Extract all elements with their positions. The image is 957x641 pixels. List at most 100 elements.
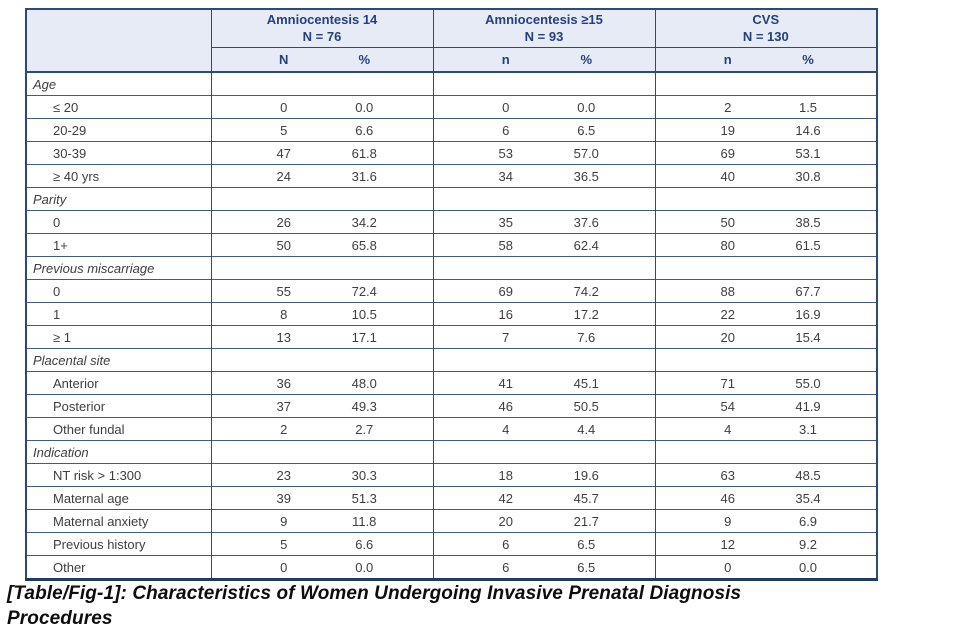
row-label: Anterior (26, 371, 211, 395)
count-cell (432, 187, 545, 211)
count-cell: 5 (210, 532, 322, 556)
table-row: 0 55 72.4 69 74.2 88 67.7 (26, 279, 878, 303)
count-cell: 36 (210, 371, 322, 395)
section-label: Placental site (26, 348, 211, 372)
characteristics-table-figure: Amniocentesis 14 N = 76 Amniocentesis ≥1… (25, 8, 879, 581)
count-cell: 69 (654, 141, 767, 165)
count-cell (210, 440, 322, 464)
column-group-label: Amniocentesis 14 (266, 11, 378, 27)
count-cell: 5 (210, 118, 322, 142)
count-cell: 4 (654, 417, 767, 441)
count-cell: 39 (210, 486, 322, 510)
table-row: 30-39 47 61.8 53 57.0 69 53.1 (26, 141, 878, 165)
percent-cell (322, 187, 434, 211)
count-cell (654, 256, 767, 280)
row-label: Other fundal (26, 417, 211, 441)
count-cell: 20 (432, 509, 545, 533)
count-cell: 41 (432, 371, 545, 395)
percent-cell (322, 71, 434, 96)
count-cell: 46 (432, 394, 545, 418)
percent-cell (322, 256, 434, 280)
count-cell (432, 348, 545, 372)
percent-cell: 72.4 (322, 279, 434, 303)
count-cell: 69 (432, 279, 545, 303)
percent-cell (544, 440, 656, 464)
count-cell: 35 (432, 210, 545, 234)
section-row: Parity (26, 187, 878, 211)
row-label: ≤ 20 (26, 95, 211, 119)
percent-cell: 31.6 (322, 164, 434, 188)
column-group-label: CVS (752, 11, 780, 27)
subheader-percent-amnio15plus: % (544, 47, 656, 72)
row-label: Posterior (26, 394, 211, 418)
percent-cell (544, 71, 656, 96)
percent-cell: 6.6 (322, 118, 434, 142)
row-label: 1+ (26, 233, 211, 257)
subheader-percent-cvs: % (766, 47, 878, 72)
table-row: Maternal anxiety 9 11.8 20 21.7 9 6.9 (26, 509, 878, 533)
row-label: Other (26, 555, 211, 580)
percent-cell (544, 348, 656, 372)
count-cell: 13 (210, 325, 322, 349)
count-cell: 0 (210, 555, 322, 580)
percent-cell: 74.2 (544, 279, 656, 303)
column-group-label: Amniocentesis ≥15 (485, 11, 603, 27)
count-cell: 0 (654, 555, 767, 580)
count-cell: 6 (432, 555, 545, 580)
count-cell: 6 (432, 532, 545, 556)
subheader-count-amnio15plus: n (432, 47, 545, 72)
count-cell: 26 (210, 210, 322, 234)
count-cell: 42 (432, 486, 545, 510)
count-cell: 63 (654, 463, 767, 487)
header-group-row: Amniocentesis 14 N = 76 Amniocentesis ≥1… (26, 9, 878, 72)
percent-cell: 14.6 (766, 118, 878, 142)
count-cell (654, 187, 767, 211)
table-row: ≤ 20 0 0.0 0 0.0 2 1.5 (26, 95, 878, 119)
percent-cell: 35.4 (766, 486, 878, 510)
count-cell: 6 (432, 118, 545, 142)
percent-cell: 0.0 (544, 95, 656, 119)
percent-cell: 37.6 (544, 210, 656, 234)
column-group-n: N = 130 (742, 28, 789, 44)
percent-cell (766, 256, 878, 280)
count-cell (210, 256, 322, 280)
percent-cell: 55.0 (766, 371, 878, 395)
percent-cell (322, 440, 434, 464)
table-row: NT risk > 1:300 23 30.3 18 19.6 63 48.5 (26, 463, 878, 487)
count-cell: 2 (210, 417, 322, 441)
figure-caption-line-1: [Table/Fig-1]: Characteristics of Women … (7, 583, 742, 604)
table-row: ≥ 40 yrs 24 31.6 34 36.5 40 30.8 (26, 164, 878, 188)
count-cell: 23 (210, 463, 322, 487)
column-group-n: N = 93 (524, 28, 564, 44)
characteristics-table: Amniocentesis 14 N = 76 Amniocentesis ≥1… (25, 8, 879, 581)
percent-cell: 34.2 (322, 210, 434, 234)
section-row: Age (26, 71, 878, 96)
count-cell: 8 (210, 302, 322, 326)
percent-cell: 48.0 (322, 371, 434, 395)
count-cell: 46 (654, 486, 767, 510)
percent-cell: 41.9 (766, 394, 878, 418)
percent-cell: 10.5 (322, 302, 434, 326)
percent-cell: 36.5 (544, 164, 656, 188)
row-label: 0 (26, 279, 211, 303)
subheader-count-cvs: n (654, 47, 767, 72)
percent-cell (766, 71, 878, 96)
percent-cell: 15.4 (766, 325, 878, 349)
section-label: Parity (26, 187, 211, 211)
section-label: Previous miscarriage (26, 256, 211, 280)
percent-cell (544, 256, 656, 280)
table-row: Other fundal 2 2.7 4 4.4 4 3.1 (26, 417, 878, 441)
count-cell: 18 (432, 463, 545, 487)
percent-cell: 38.5 (766, 210, 878, 234)
count-cell: 47 (210, 141, 322, 165)
section-row: Indication (26, 440, 878, 464)
percent-cell: 51.3 (322, 486, 434, 510)
percent-cell (544, 187, 656, 211)
percent-cell: 62.4 (544, 233, 656, 257)
percent-cell: 6.5 (544, 555, 656, 580)
count-cell: 53 (432, 141, 545, 165)
percent-cell: 21.7 (544, 509, 656, 533)
count-cell: 7 (432, 325, 545, 349)
count-cell: 80 (654, 233, 767, 257)
count-cell: 88 (654, 279, 767, 303)
